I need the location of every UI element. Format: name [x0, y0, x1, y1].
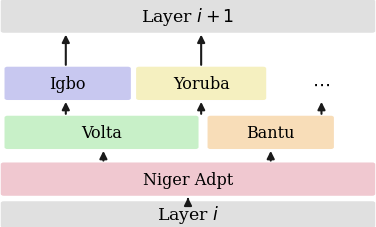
Text: Volta: Volta — [81, 124, 122, 141]
Text: Layer $i$: Layer $i$ — [157, 204, 219, 225]
Text: Niger Adpt: Niger Adpt — [143, 171, 233, 188]
Text: Layer $i + 1$: Layer $i + 1$ — [141, 6, 235, 28]
Text: Yoruba: Yoruba — [173, 76, 229, 92]
Text: Igbo: Igbo — [49, 76, 86, 92]
Text: $\cdots$: $\cdots$ — [312, 75, 331, 93]
FancyBboxPatch shape — [208, 116, 334, 149]
FancyBboxPatch shape — [5, 67, 131, 101]
FancyBboxPatch shape — [5, 116, 199, 149]
FancyBboxPatch shape — [1, 163, 375, 196]
FancyBboxPatch shape — [1, 201, 375, 227]
FancyBboxPatch shape — [136, 67, 266, 101]
FancyBboxPatch shape — [1, 0, 375, 34]
Text: Bantu: Bantu — [247, 124, 295, 141]
